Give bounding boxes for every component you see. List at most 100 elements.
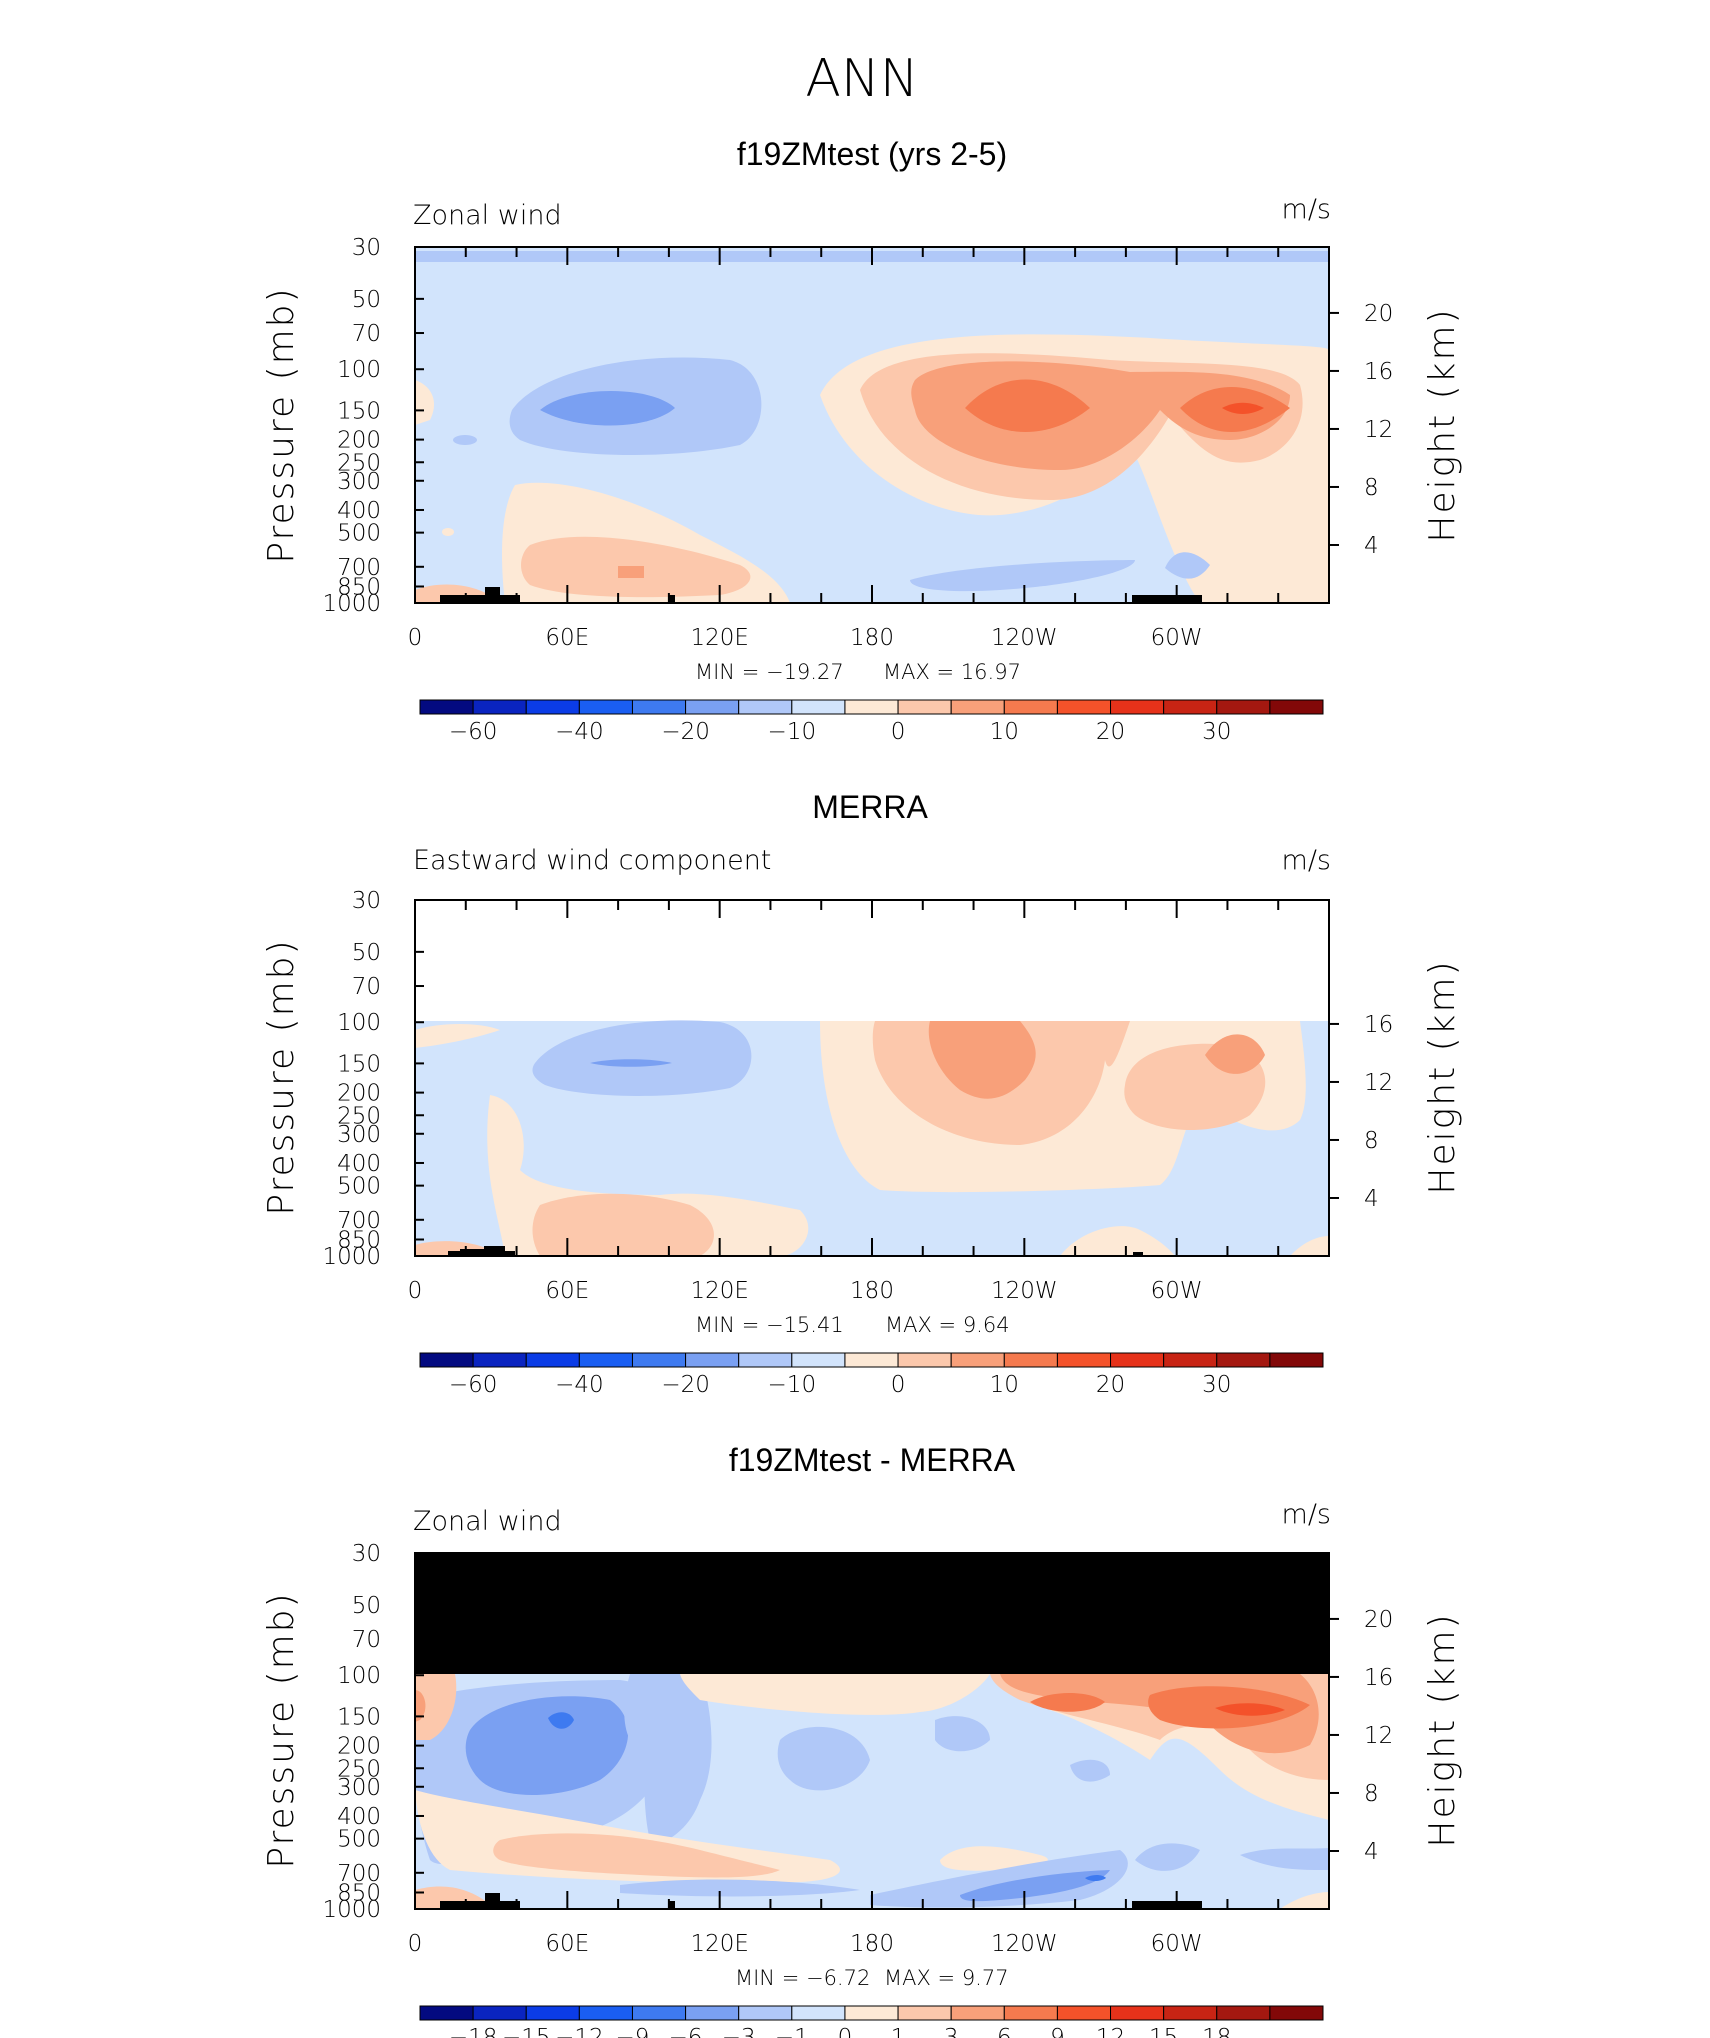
panel-3-neg-blob-pacific: [935, 1716, 990, 1752]
panel-3-colorbar-label: −1: [775, 2025, 809, 2038]
panel-1-y-label: Pressure (mb): [261, 286, 302, 563]
panel-2-lon-tick-label: 60E: [545, 1278, 589, 1304]
panel-1-trade-neg-east: [1165, 552, 1210, 579]
panel-3-lon-tick-label: 60E: [545, 1931, 589, 1957]
panel-3-colorbar-swatch: [738, 2005, 793, 2021]
panel-3-trade-neg: [870, 1850, 1128, 1908]
panel-1-neg-jet-core: [540, 390, 675, 426]
panel-2: MERRA Eastward wind component m/s 30 50 70…: [261, 789, 1463, 1398]
panel-3-neg-column: [624, 1674, 712, 1843]
panel-1-min-label: MIN = −19.27: [695, 660, 844, 684]
panel-3-colorbar-swatch: [1163, 2005, 1218, 2021]
panel-1-pressure-tick-label: 700: [337, 555, 381, 581]
panel-1-height-tick-label: 12: [1364, 417, 1393, 443]
panel-1-pressure-tick-label: 500: [337, 521, 381, 547]
panel-2-pressure-tick-label: 300: [337, 1122, 381, 1148]
panel-3-colorbar-label: −9: [616, 2025, 650, 2038]
panel-3-min-label: MIN = −6.72: [735, 1966, 870, 1990]
panel-2-colorbar-label: 30: [1202, 1372, 1231, 1398]
panel-3-lon-tick-label: 120E: [690, 1931, 748, 1957]
panel-2-colorbar-label: −60: [449, 1372, 498, 1398]
panel-3-lon-tick-label: 180: [850, 1931, 894, 1957]
panel-3-colorbar-swatch: [1056, 2005, 1112, 2021]
panel-2-y-label: Pressure (mb): [261, 938, 302, 1215]
panel-1-west-positive: [415, 380, 435, 425]
panel-2-pressure-tick-label: 70: [352, 974, 381, 1000]
panel-1-axes: 3050701001502002503004005007008501000481…: [322, 235, 1393, 651]
panel-2-colorbar-swatch: [897, 1352, 952, 1368]
panel-1-colorbar-label: 30: [1202, 719, 1231, 745]
panel-1-colorbar-swatch: [472, 699, 527, 715]
panel-2-lon-tick-label: 0: [408, 1278, 423, 1304]
panel-1-colorbar-swatch: [844, 699, 899, 715]
panel-3-colorbar-swatch: [950, 2005, 1005, 2021]
panel-2-colorbar-swatch: [738, 1352, 793, 1368]
panel-1-pressure-tick-label: 100: [337, 357, 381, 383]
panel-3-west-neg-max: [548, 1712, 574, 1729]
panel-1-colorbar-label: −60: [449, 719, 498, 745]
panel-3-colorbar-swatch: [472, 2005, 527, 2021]
panel-3-height-tick-label: 8: [1364, 1781, 1379, 1807]
panel-1-colorbar-swatch: [791, 699, 846, 715]
panel-1-colorbar-swatch: [685, 699, 740, 715]
panel-2-lon-tick-label: 60W: [1151, 1278, 1203, 1304]
panel-3-topography-andes: [1132, 1901, 1202, 1909]
panel-2-pressure-tick-label: 50: [352, 940, 381, 966]
panel-1-jet-max: [1222, 402, 1264, 414]
panel-2-pressure-tick-label: 200: [337, 1081, 381, 1107]
figure-title: ANN: [805, 49, 918, 109]
panel-3-pressure-tick-label: 250: [337, 1756, 381, 1782]
panel-1-colorbar-swatch: [1056, 699, 1112, 715]
panel-2-colorbar: −60 −40 −20 −10 0 10 20 30: [419, 1352, 1324, 1398]
panel-2-east-surface-pos: [1060, 1226, 1175, 1256]
panel-1-colorbar-swatch: [419, 699, 474, 715]
panel-2-units: m/s: [1282, 845, 1331, 876]
panel-3-colorbar-swatch: [685, 2005, 740, 2021]
panel-1-height-tick-label: 16: [1364, 359, 1393, 385]
panel-3-height-tick-label: 20: [1364, 1607, 1393, 1633]
panel-3-lon-tick-label: 120W: [991, 1931, 1058, 1957]
panel-3-title: f19ZMtest - MERRA: [729, 1442, 1016, 1478]
panel-2-pressure-tick-label: 850: [337, 1228, 381, 1254]
panel-3-left-label: Zonal wind: [413, 1506, 562, 1537]
panel-3-colorbar-swatch: [1269, 2005, 1324, 2021]
panel-2-colorbar-swatch: [472, 1352, 527, 1368]
panel-2-colorbar-swatch: [1269, 1352, 1324, 1368]
panel-2-neg-jet-core: [590, 1059, 672, 1067]
panel-2-colorbar-swatch: [1163, 1352, 1218, 1368]
panel-3-colorbar-label: 3: [944, 2025, 959, 2038]
panel-3-pressure-tick-label: 30: [352, 1541, 381, 1567]
panel-3-lower-pos-east: [940, 1846, 1048, 1871]
panel-2-pressure-tick-label: 500: [337, 1174, 381, 1200]
panel-2-pressure-tick-label: 700: [337, 1208, 381, 1234]
panel-1-colorbar: −60 −40 −20 −10 0 10 20 30: [419, 699, 1324, 745]
panel-3-colorbar-swatch: [525, 2005, 580, 2021]
panel-1-pressure-tick-label: 300: [337, 469, 381, 495]
panel-3-colorbar-swatch: [578, 2005, 633, 2021]
panel-2-left-label: Eastward wind component: [413, 845, 771, 876]
panel-3-units: m/s: [1282, 1499, 1331, 1530]
panel-3-colorbar-swatch: [631, 2005, 687, 2021]
panel-3-topography-africa: [440, 1893, 520, 1909]
panel-3-y-label: Pressure (mb): [261, 1591, 302, 1868]
panel-3-neg-blob-central: [777, 1726, 870, 1791]
panel-2-west-positive: [415, 1024, 500, 1048]
panel-1-title: f19ZMtest (yrs 2-5): [737, 136, 1007, 172]
panel-3-colorbar-swatch: [1003, 2005, 1058, 2021]
panel-1-colorbar-swatch: [631, 699, 687, 715]
panel-3-height-tick-label: 12: [1364, 1723, 1393, 1749]
panel-2-colorbar-swatch: [1056, 1352, 1112, 1368]
panel-1-jet-core-west: [965, 379, 1090, 432]
panel-1-colorbar-swatch: [1269, 699, 1324, 715]
panel-1-colorbar-label: −40: [555, 719, 604, 745]
panel-1-colorbar-swatch: [525, 699, 580, 715]
panel-2-height-tick-label: 8: [1364, 1128, 1379, 1154]
panel-3-pressure-tick-label: 150: [337, 1704, 381, 1730]
panel-3-trade-neg-max: [1085, 1875, 1106, 1881]
panel-1-height-tick-label: 20: [1364, 301, 1393, 327]
panel-2-colorbar-label: −20: [661, 1372, 710, 1398]
panel-2-colorbar-swatch: [1110, 1352, 1165, 1368]
panel-3-lon-tick-label: 0: [408, 1931, 423, 1957]
